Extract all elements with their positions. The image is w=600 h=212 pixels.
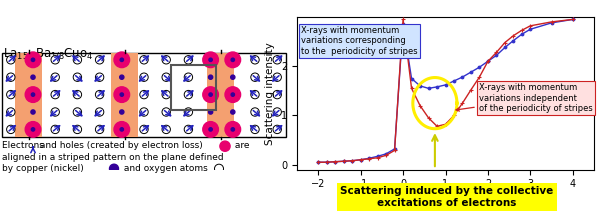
Circle shape	[251, 125, 259, 134]
Circle shape	[31, 110, 35, 114]
Circle shape	[95, 108, 104, 116]
Circle shape	[231, 128, 235, 131]
Circle shape	[203, 52, 218, 68]
Circle shape	[7, 56, 15, 64]
Circle shape	[225, 122, 241, 137]
Circle shape	[120, 93, 124, 96]
Circle shape	[273, 73, 281, 81]
Circle shape	[73, 73, 82, 81]
Circle shape	[95, 56, 104, 64]
Circle shape	[140, 90, 148, 99]
Circle shape	[273, 125, 281, 134]
Circle shape	[95, 73, 104, 81]
Circle shape	[31, 75, 35, 79]
Circle shape	[114, 52, 130, 68]
Circle shape	[51, 125, 59, 134]
Circle shape	[215, 164, 223, 173]
Circle shape	[184, 125, 193, 134]
Text: and oxygen atoms: and oxygen atoms	[121, 164, 211, 173]
Bar	[15, 53, 42, 137]
Text: La$_{15/8}$Ba$_{1/8}$Cuo$_4$: La$_{15/8}$Ba$_{1/8}$Cuo$_4$	[3, 47, 94, 61]
Circle shape	[162, 125, 170, 134]
Circle shape	[184, 56, 193, 64]
Circle shape	[7, 90, 15, 99]
Circle shape	[73, 90, 82, 99]
Circle shape	[51, 108, 59, 116]
Text: X-rays with momentum
variations independent
of the periodicity of stripes: X-rays with momentum variations independ…	[456, 84, 593, 113]
Circle shape	[7, 73, 15, 81]
Circle shape	[184, 90, 193, 99]
Circle shape	[25, 122, 41, 137]
Circle shape	[231, 58, 235, 61]
Circle shape	[140, 56, 148, 64]
Circle shape	[73, 108, 82, 116]
Bar	[2, 53, 286, 137]
Y-axis label: Scattering intensity: Scattering intensity	[265, 42, 275, 145]
Circle shape	[225, 87, 241, 102]
Circle shape	[110, 164, 119, 173]
Circle shape	[203, 87, 218, 102]
Circle shape	[251, 73, 259, 81]
Circle shape	[162, 108, 170, 116]
Circle shape	[140, 125, 148, 134]
Circle shape	[51, 73, 59, 81]
Text: and holes (created by electron loss): and holes (created by electron loss)	[37, 141, 206, 150]
Bar	[207, 53, 234, 137]
Circle shape	[31, 58, 35, 61]
Circle shape	[120, 110, 124, 114]
Circle shape	[140, 73, 148, 81]
Circle shape	[184, 108, 193, 116]
Circle shape	[209, 75, 213, 79]
Bar	[111, 53, 138, 137]
Circle shape	[31, 93, 35, 96]
Circle shape	[231, 93, 235, 96]
Text: by copper (nickel): by copper (nickel)	[2, 164, 86, 173]
Text: aligned in a striped pattern on the plane defined: aligned in a striped pattern on the plan…	[2, 153, 223, 162]
Circle shape	[184, 73, 193, 81]
Circle shape	[273, 108, 281, 116]
Circle shape	[203, 122, 218, 137]
Circle shape	[73, 56, 82, 64]
Circle shape	[209, 128, 212, 131]
Circle shape	[162, 56, 170, 64]
Bar	[171, 65, 216, 110]
Circle shape	[209, 58, 212, 61]
Circle shape	[95, 125, 104, 134]
Circle shape	[114, 87, 130, 102]
Text: X-rays with momentum
variations corresponding
to the  periodicity of stripes: X-rays with momentum variations correspo…	[301, 26, 418, 56]
Circle shape	[114, 122, 130, 137]
Circle shape	[251, 108, 259, 116]
Circle shape	[162, 73, 170, 81]
Circle shape	[73, 125, 82, 134]
Circle shape	[7, 108, 15, 116]
Circle shape	[251, 90, 259, 99]
Circle shape	[231, 75, 235, 79]
Circle shape	[120, 128, 124, 131]
Circle shape	[120, 58, 124, 61]
Circle shape	[209, 110, 213, 114]
Circle shape	[51, 56, 59, 64]
Circle shape	[231, 110, 235, 114]
Circle shape	[273, 90, 281, 99]
Circle shape	[251, 56, 259, 64]
Text: Scattering induced by the collective
excitations of electrons: Scattering induced by the collective exc…	[340, 186, 554, 208]
Circle shape	[25, 52, 41, 68]
Circle shape	[225, 52, 241, 68]
Text: Electrons: Electrons	[2, 141, 47, 150]
Circle shape	[220, 141, 230, 151]
X-axis label: Energy variation: Energy variation	[403, 195, 488, 205]
Circle shape	[162, 90, 170, 99]
Circle shape	[31, 128, 35, 131]
Circle shape	[209, 93, 212, 96]
Text: are: are	[232, 141, 250, 150]
Circle shape	[7, 125, 15, 134]
Circle shape	[140, 108, 148, 116]
Circle shape	[95, 90, 104, 99]
Circle shape	[273, 56, 281, 64]
Circle shape	[51, 90, 59, 99]
Circle shape	[25, 87, 41, 102]
Circle shape	[120, 75, 124, 79]
